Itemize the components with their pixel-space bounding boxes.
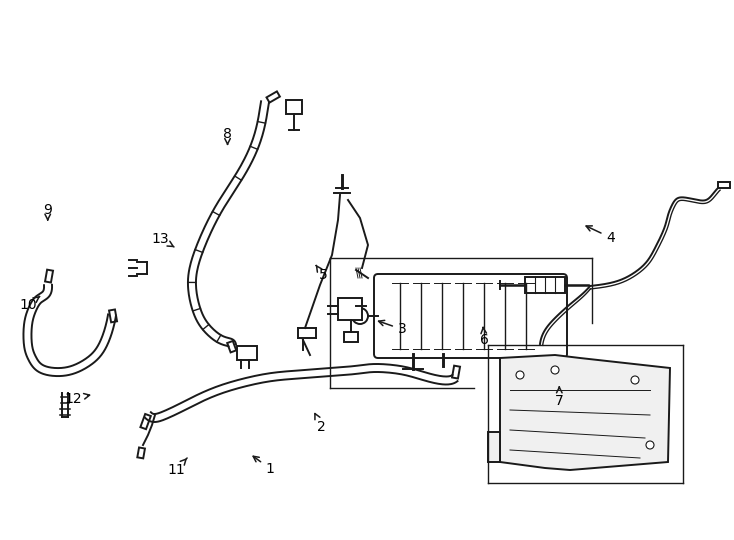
Polygon shape xyxy=(488,432,500,462)
Text: 3: 3 xyxy=(379,320,407,336)
Polygon shape xyxy=(718,182,730,188)
Polygon shape xyxy=(45,269,53,282)
Polygon shape xyxy=(109,309,117,322)
Polygon shape xyxy=(500,355,670,470)
Circle shape xyxy=(352,308,368,324)
Bar xyxy=(237,346,257,360)
Bar xyxy=(286,100,302,114)
Text: 8: 8 xyxy=(223,127,232,144)
Circle shape xyxy=(551,366,559,374)
FancyBboxPatch shape xyxy=(374,274,567,358)
Text: 4: 4 xyxy=(586,226,615,245)
Polygon shape xyxy=(140,414,150,429)
Circle shape xyxy=(516,371,524,379)
Circle shape xyxy=(646,441,654,449)
Text: 12: 12 xyxy=(65,392,90,406)
Bar xyxy=(338,298,362,320)
Text: 1: 1 xyxy=(253,456,275,476)
Polygon shape xyxy=(266,91,280,103)
Text: 7: 7 xyxy=(555,387,564,408)
Text: 2: 2 xyxy=(315,414,326,434)
Polygon shape xyxy=(452,366,460,379)
Text: 11: 11 xyxy=(167,458,187,477)
Text: 13: 13 xyxy=(151,232,174,247)
Polygon shape xyxy=(228,341,236,353)
Polygon shape xyxy=(137,448,145,458)
Text: 9: 9 xyxy=(43,202,52,220)
Bar xyxy=(525,277,565,293)
Circle shape xyxy=(631,376,639,384)
Text: 6: 6 xyxy=(480,327,489,347)
Text: 5: 5 xyxy=(316,266,327,282)
Text: 10: 10 xyxy=(19,296,40,312)
Bar xyxy=(344,332,358,342)
